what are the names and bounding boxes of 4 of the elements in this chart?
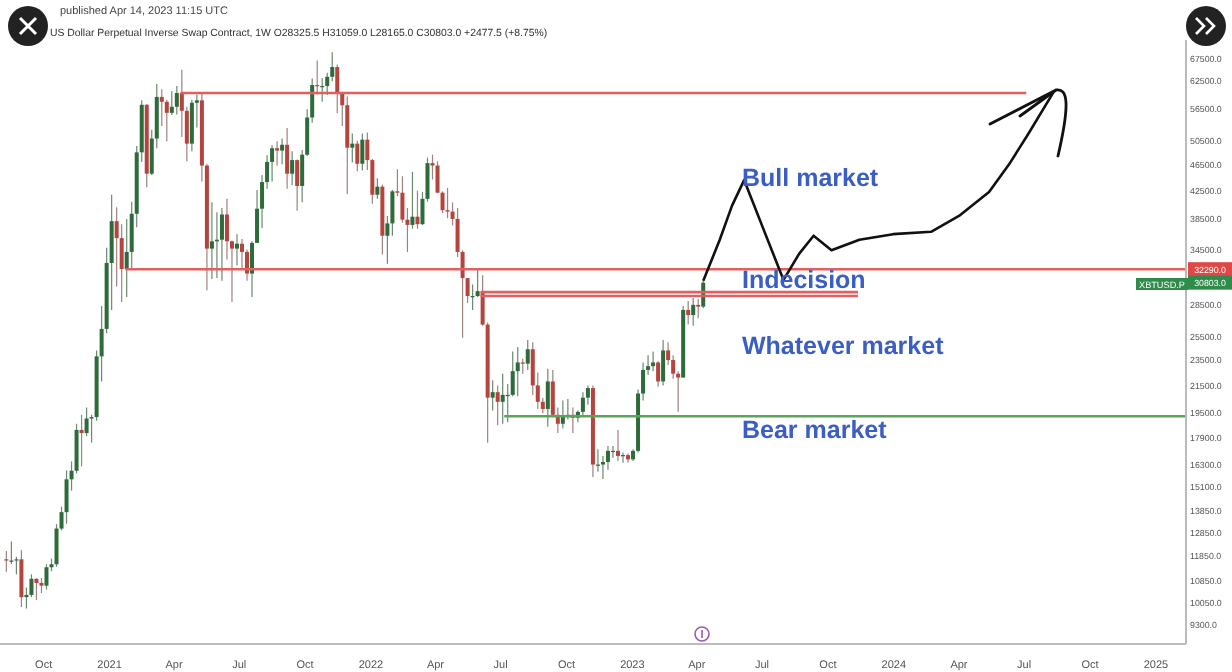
annotation: Bull market	[742, 164, 879, 192]
annotation: Whatever market	[742, 332, 944, 360]
annotation: Bear market	[742, 416, 887, 444]
annotation: Indecision	[742, 266, 866, 294]
